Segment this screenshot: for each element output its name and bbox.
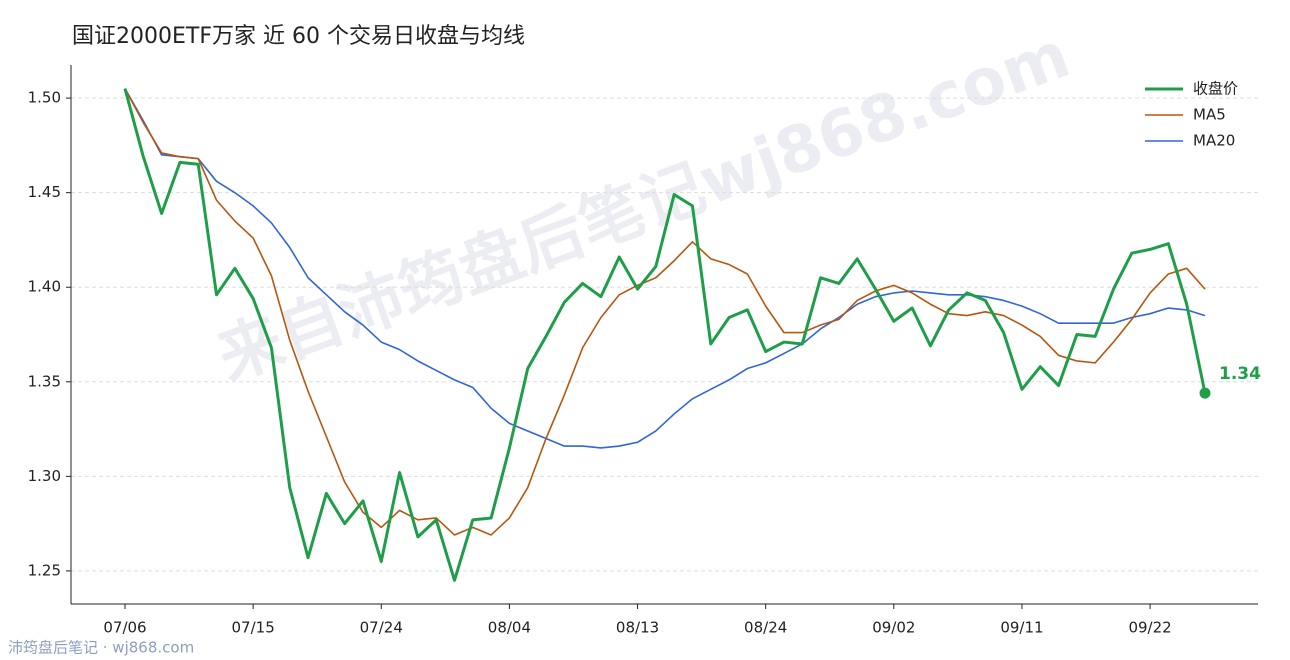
legend-label: 收盘价 <box>1193 80 1238 98</box>
x-tick-label: 09/02 <box>872 619 915 637</box>
y-tick-label: 1.25 <box>28 561 61 579</box>
series-line <box>123 88 1207 582</box>
series-line <box>124 88 1206 449</box>
x-tick-label: 08/04 <box>488 619 531 637</box>
series-line <box>124 88 1206 536</box>
x-tick-label: 09/22 <box>1128 619 1171 637</box>
x-tick-label: 08/24 <box>744 619 787 637</box>
chart-title: 国证2000ETF万家 近 60 个交易日收盘与均线 <box>72 24 525 49</box>
last-value-label: 1.34 <box>1219 364 1261 384</box>
y-tick-label: 1.35 <box>28 372 61 390</box>
y-tick-label: 1.45 <box>28 183 61 201</box>
x-tick-label: 07/24 <box>360 619 403 637</box>
x-tick-label: 07/06 <box>103 619 146 637</box>
x-tick-label: 07/15 <box>232 619 275 637</box>
x-tick-label: 08/13 <box>616 619 659 637</box>
last-point <box>1199 387 1211 399</box>
legend-label: MA20 <box>1193 132 1235 150</box>
footer: 沛筠盘后笔记 · wj868.com <box>8 639 194 657</box>
y-tick-label: 1.40 <box>28 278 61 296</box>
y-tick-label: 1.50 <box>28 89 61 107</box>
legend-label: MA5 <box>1193 106 1226 124</box>
x-tick-label: 09/11 <box>1000 619 1043 637</box>
watermark: 来自沛筠盘后笔记wj868.com <box>209 18 1080 395</box>
y-tick-label: 1.30 <box>28 467 61 485</box>
